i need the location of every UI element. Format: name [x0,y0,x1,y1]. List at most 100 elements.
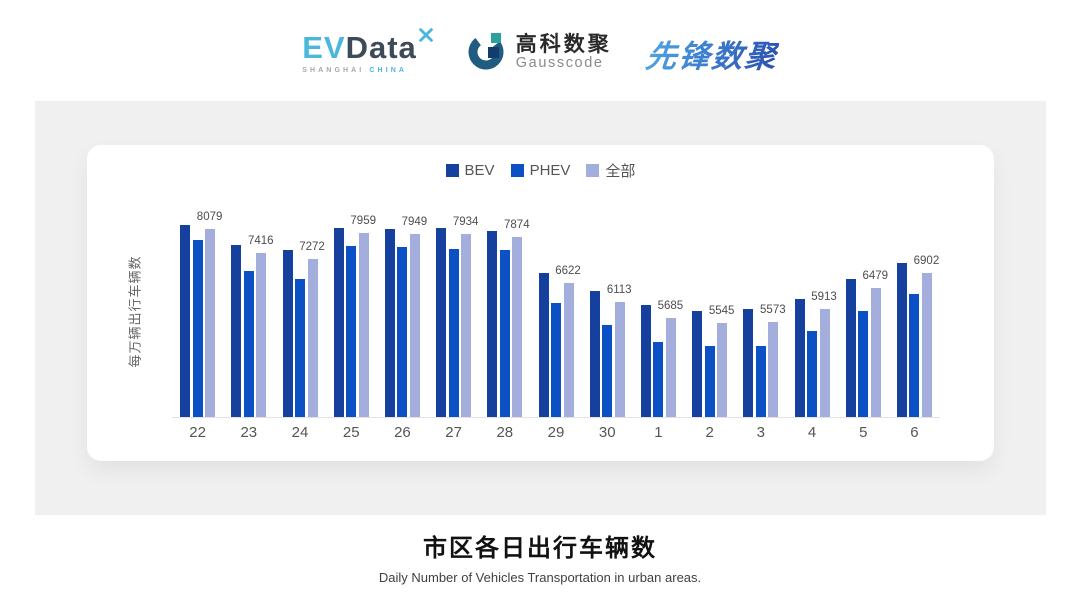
x-axis-labels: 22 23 24 25 26 27 28 29 30 1 2 3 4 5 6 [172,424,940,441]
legend-swatch-bev [445,164,459,177]
chart-subtitle: Daily Number of Vehicles Transportation … [378,570,702,585]
value-label: 7416 [248,235,274,248]
bar-all [768,321,779,417]
gausscode-logo: 高科数聚 Gausscode [465,30,612,77]
value-label: 5685 [657,299,684,312]
bar-phev [192,239,203,417]
bar-bev [538,272,549,417]
legend-item-bev[interactable]: BEV [445,162,495,179]
x-tick-label: 3 [756,424,765,441]
bar-phev [346,246,357,417]
value-label: 8079 [196,210,223,223]
sparkle-icon [417,26,435,49]
chart-panel: BEV PHEV 全部 每万辆出行车辆数 8079 7416 7272 7959 7949 7… [35,101,1046,515]
bar-all [717,322,728,417]
bar-all [358,233,369,417]
legend-swatch-all [586,164,600,177]
bar-bev [487,231,498,417]
bar-phev [858,310,869,417]
bar-bev [282,249,293,417]
x-tick-label: 6 [910,424,919,441]
evdata-data-text: Data [345,30,417,65]
x-tick-label: 2 [705,424,714,441]
bar-group-27: 7934 [428,205,479,417]
plot-area: 8079 7416 7272 7959 7949 7934 7874 6622 6113 5685… [172,205,940,418]
chart-title: 市区各日出行车辆数 [423,535,657,562]
bar-phev [755,345,766,417]
bar-group-22: 8079 [172,205,223,417]
value-label: 7874 [504,218,530,231]
value-label: 7949 [401,215,428,228]
value-label: 7934 [452,216,479,229]
bar-all [461,234,472,417]
legend-label-bev: BEV [464,162,495,179]
bar-group-2: 5545 [684,205,735,417]
chart-legend: BEV PHEV 全部 [87,160,994,181]
bar-group-5: 6479 [838,205,889,417]
bar-all [307,258,318,417]
gausscode-en-text: Gausscode [515,55,604,72]
bar-group-28: 7874 [479,205,530,417]
legend-label-phev: PHEV [529,162,571,179]
bar-phev [653,341,664,417]
x-tick-label: 5 [859,424,868,441]
evdata-logo: EVData SHANGHAI CHINA [302,28,433,74]
bar-phev [448,248,459,417]
value-label: 5545 [708,304,735,317]
legend-item-all[interactable]: 全部 [586,160,635,181]
bar-all [409,233,420,417]
bar-all [870,288,881,417]
value-label: 7959 [350,215,376,228]
xianfeng-logo: 先锋数聚 [643,31,780,76]
bar-bev [436,228,447,417]
x-tick-label: 22 [189,424,206,441]
gausscode-text: 高科数聚 Gausscode [516,34,612,71]
bar-bev [794,299,805,417]
bar-group-25: 7959 [326,205,377,417]
bar-group-24: 7272 [274,205,325,417]
bar-bev [231,245,242,417]
legend-label-all: 全部 [605,163,636,180]
evdata-tagline-left: SHANGHAI [302,67,365,74]
bar-phev [295,278,305,417]
value-label: 6479 [862,270,889,283]
evdata-tagline: SHANGHAI CHINA [302,67,407,74]
value-label: 6902 [913,254,940,267]
legend-item-phev[interactable]: PHEV [510,162,571,179]
bar-all [256,253,267,417]
bar-group-23: 7416 [223,205,274,417]
bar-all [614,301,625,417]
bar-phev [397,247,408,417]
bar-bev [845,278,856,417]
y-axis-title: 每万辆出行车辆数 [117,205,151,418]
bar-group-3: 5573 [735,205,786,417]
bar-phev [499,249,510,417]
bar-phev [704,346,715,417]
bar-group-29: 6622 [530,205,581,417]
x-tick-label: 29 [547,424,565,441]
y-axis-title-text: 每万辆出行车辆数 [127,255,143,368]
bar-group-1: 5685 [633,205,684,417]
bar-group-30: 6113 [582,205,633,417]
bar-group-4: 5913 [786,205,837,417]
x-tick-label: 27 [445,424,462,441]
x-tick-label: 4 [807,424,817,441]
bar-all [665,317,676,417]
evdata-tagline-right: CHINA [369,67,408,74]
bar-all [921,272,932,417]
x-tick-label: 28 [496,424,514,441]
bar-group-26: 7949 [377,205,428,417]
bar-bev [743,308,754,417]
bar-phev [243,271,254,417]
bar-phev [602,324,613,417]
value-label: 5573 [760,303,786,316]
bar-group-6: 6902 [889,205,940,417]
bar-all [205,228,216,417]
footer: 市区各日出行车辆数 Daily Number of Vehicles Trans… [0,528,1080,585]
value-label: 5913 [811,291,837,304]
bar-bev [692,310,703,417]
legend-swatch-phev [510,164,524,177]
bar-bev [589,290,600,417]
gausscode-g-icon [465,30,507,77]
